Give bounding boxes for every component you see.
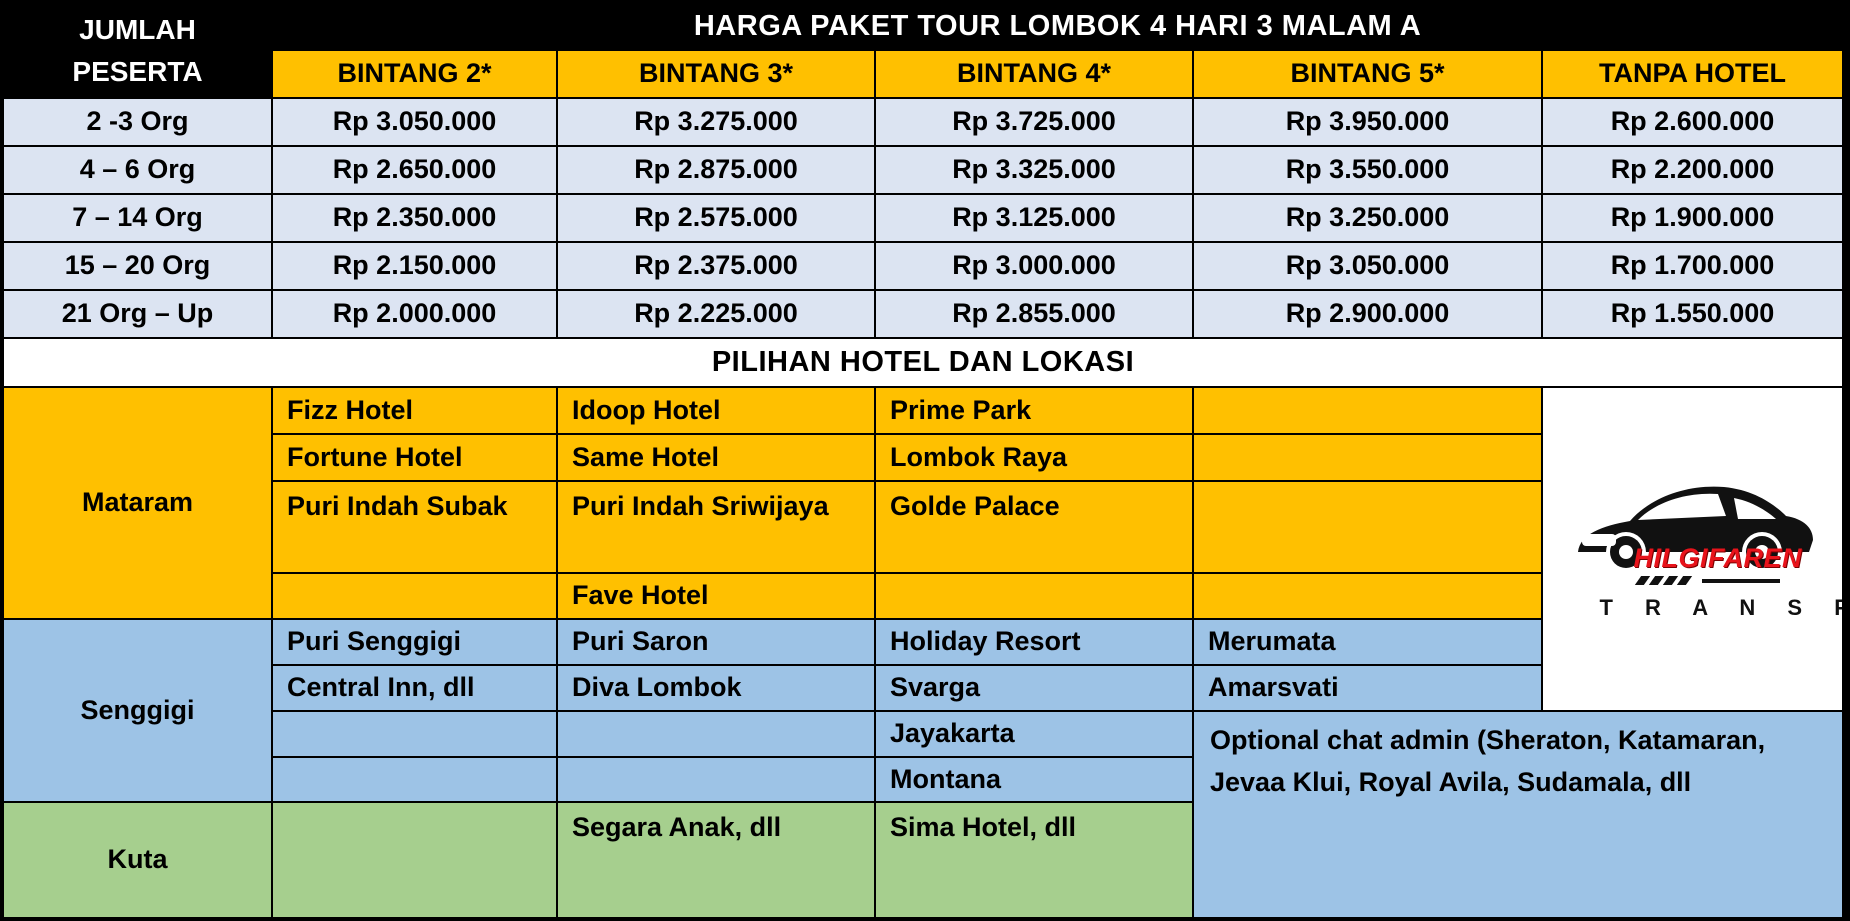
logo-wrap: HILGIFAREN T R A N S P O R T xyxy=(1568,464,1842,634)
hotel-cell: Svarga xyxy=(876,666,1192,710)
price-cell: Rp 3.275.000 xyxy=(558,99,874,145)
col-header-bintang-4: BINTANG 4* xyxy=(876,51,1192,97)
brand-name: HILGIFAREN xyxy=(1633,543,1803,573)
optional-note: Optional chat admin (Sheraton, Katamaran… xyxy=(1194,712,1842,917)
price-cell: Rp 3.550.000 xyxy=(1194,147,1541,193)
price-cell: Rp 1.700.000 xyxy=(1543,243,1842,289)
price-cell: Rp 2.225.000 xyxy=(558,291,874,337)
car-icon xyxy=(1577,486,1813,568)
hotel-cell: Central Inn, dll xyxy=(273,666,556,710)
hotel-cell: Puri Indah Subak xyxy=(273,482,556,572)
hotel-cell: Lombok Raya xyxy=(876,435,1192,480)
price-cell: Rp 3.325.000 xyxy=(876,147,1192,193)
hotel-cell: Amarsvati xyxy=(1194,666,1541,710)
price-cell: Rp 2.855.000 xyxy=(876,291,1192,337)
price-cell: Rp 3.950.000 xyxy=(1194,99,1541,145)
hotel-cell: Fizz Hotel xyxy=(273,388,556,433)
col-header-bintang-3: BINTANG 3* xyxy=(558,51,874,97)
hotel-cell-empty xyxy=(273,758,556,801)
hotel-cell: Puri Saron xyxy=(558,620,874,664)
corner-line1: JUMLAH xyxy=(79,13,196,45)
price-cell: Rp 2.375.000 xyxy=(558,243,874,289)
group-label: 7 – 14 Org xyxy=(4,195,271,241)
region-label-senggigi: Senggigi xyxy=(4,620,271,801)
price-cell: Rp 2.875.000 xyxy=(558,147,874,193)
hotel-cell-empty xyxy=(1194,574,1541,618)
hotel-cell: Puri Indah Sriwijaya xyxy=(558,482,874,572)
brand-subtitle: T R A N S P O R T xyxy=(1599,595,1843,620)
hotel-cell-empty xyxy=(558,758,874,801)
price-cell: Rp 1.900.000 xyxy=(1543,195,1842,241)
hotel-cell-empty xyxy=(1194,435,1541,480)
hotel-cell: Fave Hotel xyxy=(558,574,874,618)
price-cell: Rp 2.350.000 xyxy=(273,195,556,241)
brand-logo: HILGIFAREN T R A N S P O R T xyxy=(1543,388,1842,710)
speed-lines-icon xyxy=(1634,576,1780,585)
page-title: HARGA PAKET TOUR LOMBOK 4 HARI 3 MALAM A xyxy=(273,4,1842,49)
hotel-cell-empty xyxy=(1194,388,1541,433)
hotel-cell-empty xyxy=(1194,482,1541,572)
price-cell: Rp 1.550.000 xyxy=(1543,291,1842,337)
group-label: 4 – 6 Org xyxy=(4,147,271,193)
hotel-cell: Merumata xyxy=(1194,620,1541,664)
group-label: 21 Org – Up xyxy=(4,291,271,337)
col-header-bintang-2: BINTANG 2* xyxy=(273,51,556,97)
hotel-cell: Sima Hotel, dll xyxy=(876,803,1192,917)
price-cell: Rp 2.200.000 xyxy=(1543,147,1842,193)
col-header-tanpa-hotel: TANPA HOTEL xyxy=(1543,51,1842,97)
price-cell: Rp 3.050.000 xyxy=(273,99,556,145)
price-cell: Rp 3.050.000 xyxy=(1194,243,1541,289)
price-cell: Rp 2.900.000 xyxy=(1194,291,1541,337)
corner-header-jumlah-peserta: JUMLAH PESERTA xyxy=(4,4,271,97)
group-label: 2 -3 Org xyxy=(4,99,271,145)
price-cell: Rp 3.000.000 xyxy=(876,243,1192,289)
corner-line2: PESERTA xyxy=(72,55,203,87)
price-cell: Rp 2.650.000 xyxy=(273,147,556,193)
price-cell: Rp 2.150.000 xyxy=(273,243,556,289)
price-cell: Rp 3.125.000 xyxy=(876,195,1192,241)
hotel-cell-empty xyxy=(558,712,874,756)
hotel-cell-empty xyxy=(876,574,1192,618)
price-cell: Rp 3.725.000 xyxy=(876,99,1192,145)
hotel-cell: Holiday Resort xyxy=(876,620,1192,664)
region-label-mataram: Mataram xyxy=(4,388,271,618)
hotel-cell: Golde Palace xyxy=(876,482,1192,572)
hotel-cell-empty xyxy=(273,803,556,917)
price-cell: Rp 3.250.000 xyxy=(1194,195,1541,241)
hotel-cell: Diva Lombok xyxy=(558,666,874,710)
hotel-cell: Same Hotel xyxy=(558,435,874,480)
hotel-cell: Puri Senggigi xyxy=(273,620,556,664)
region-label-kuta: Kuta xyxy=(4,803,271,917)
hotel-cell: Idoop Hotel xyxy=(558,388,874,433)
hotel-cell-empty xyxy=(273,712,556,756)
hotel-cell: Montana xyxy=(876,758,1192,801)
col-header-bintang-5: BINTANG 5* xyxy=(1194,51,1541,97)
price-cell: Rp 2.575.000 xyxy=(558,195,874,241)
price-cell: Rp 2.600.000 xyxy=(1543,99,1842,145)
hotel-cell-empty xyxy=(273,574,556,618)
hotel-cell: Prime Park xyxy=(876,388,1192,433)
hotel-cell: Jayakarta xyxy=(876,712,1192,756)
section-header-pilihan-hotel: PILIHAN HOTEL DAN LOKASI xyxy=(4,339,1842,386)
price-cell: Rp 2.000.000 xyxy=(273,291,556,337)
group-label: 15 – 20 Org xyxy=(4,243,271,289)
hotel-cell: Fortune Hotel xyxy=(273,435,556,480)
hotel-cell: Segara Anak, dll xyxy=(558,803,874,917)
